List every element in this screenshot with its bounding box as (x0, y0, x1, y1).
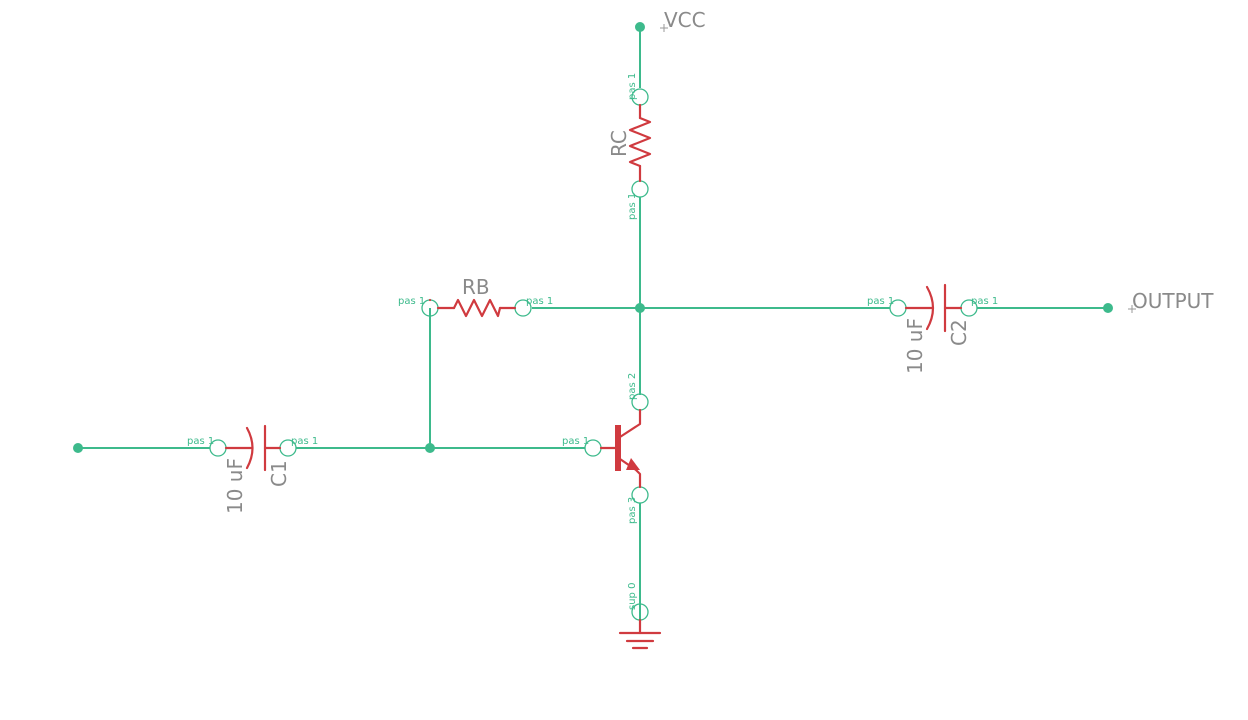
junctions (73, 22, 1113, 453)
c2-pin-left-label: pas 1 (867, 296, 894, 307)
rc-zigzag (628, 116, 652, 168)
c2-name-label: C2 (947, 319, 971, 346)
vcc-label: VCC (664, 8, 706, 32)
rc-name-label: RC (607, 130, 631, 157)
transistor-base-label: pas 1 (562, 436, 589, 447)
ground-pin-label: sup 0 (627, 583, 638, 610)
transistor-collector-label: pas 2 (627, 373, 638, 400)
rb-name-label: RB (462, 275, 490, 299)
capacitor-c1[interactable]: pas 1 pas 1 10 uF C1 (187, 424, 318, 514)
rc-pin-bottom-label: pas 1 (627, 193, 638, 220)
rb-pin-left-label: pas 1 (398, 296, 425, 307)
output-label: OUTPUT (1132, 289, 1214, 313)
rb-zigzag (452, 298, 502, 318)
c2-pin-right-label: pas 1 (971, 296, 998, 307)
transistor-emitter-lead (618, 457, 642, 489)
capacitor-c2[interactable]: pas 1 pas 1 10 uF C2 (867, 283, 998, 374)
ground-symbol[interactable]: sup 0 (618, 583, 662, 650)
wires (78, 27, 1108, 632)
c1-name-label: C1 (267, 460, 291, 487)
c2-curved-plate (925, 285, 935, 331)
transistor-npn[interactable]: pas 1 pas 2 pas 3 (562, 373, 649, 524)
c2-value-label: 10 uF (903, 318, 927, 374)
c1-pin-left-label: pas 1 (187, 436, 214, 447)
output-terminal-dot[interactable] (1103, 303, 1113, 313)
transistor-emitter-arrow (626, 458, 640, 470)
transistor-collector-lead (618, 408, 642, 439)
c1-pin-right-label: pas 1 (291, 436, 318, 447)
net-labels: VCC OUTPUT (660, 8, 1214, 313)
transistor-emitter-label: pas 3 (627, 497, 638, 524)
base-node-dot[interactable] (425, 443, 435, 453)
collector-node-dot[interactable] (635, 303, 645, 313)
rb-pin-right-label: pas 1 (526, 296, 553, 307)
c1-value-label: 10 uF (223, 458, 247, 514)
c1-curved-plate (245, 426, 254, 470)
resistor-rc[interactable]: pas 1 pas 1 RC (607, 73, 652, 220)
transistor-base-bar (615, 425, 621, 471)
resistor-rb[interactable]: pas 1 pas 1 RB (398, 275, 553, 318)
rc-pin-top-label: pas 1 (627, 73, 638, 100)
vcc-terminal-dot[interactable] (635, 22, 645, 32)
input-terminal-dot[interactable] (73, 443, 83, 453)
